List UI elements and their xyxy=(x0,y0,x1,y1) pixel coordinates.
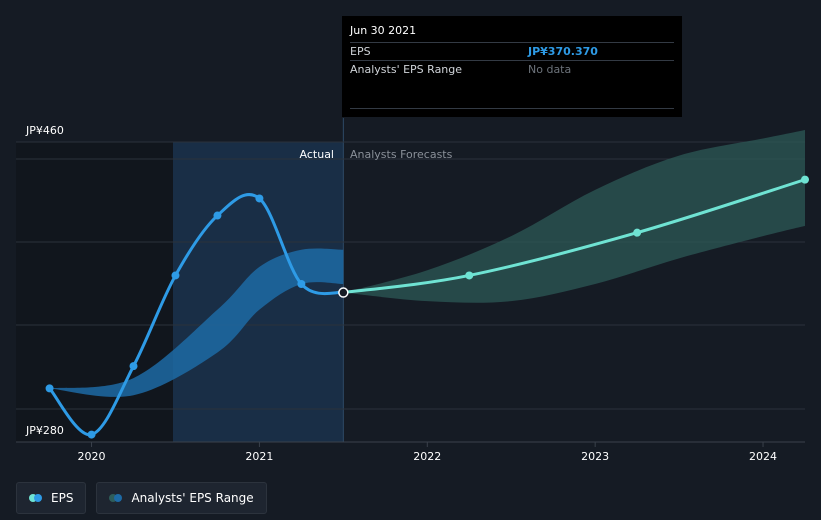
eps-line-actual xyxy=(48,193,344,437)
eps-point xyxy=(255,194,264,203)
eps-range-band-forecast xyxy=(343,130,805,303)
eps-tooltip: Jun 30 2021 EPS JP¥370.370 Analysts' EPS… xyxy=(342,16,682,117)
tooltip-range-row: Analysts' EPS Range No data xyxy=(350,60,674,78)
tooltip-eps-value: JP¥370.370 xyxy=(528,45,598,58)
x-tick-label: 2021 xyxy=(245,450,273,463)
chart-legend: EPS Analysts' EPS Range xyxy=(16,482,267,514)
eps-point xyxy=(213,211,222,220)
legend-eps-label: EPS xyxy=(51,491,74,505)
y-tick-label: JP¥280 xyxy=(25,424,64,437)
tooltip-eps-label: EPS xyxy=(350,45,371,58)
x-tick-label: 2020 xyxy=(78,450,106,463)
eps-point xyxy=(633,228,642,237)
eps-point xyxy=(87,430,96,439)
eps-point-highlight xyxy=(338,287,349,298)
legend-range-label: Analysts' EPS Range xyxy=(131,491,254,505)
eps-point xyxy=(465,271,474,280)
tooltip-eps-row: EPS JP¥370.370 xyxy=(350,42,674,60)
actual-label: Actual xyxy=(300,148,334,161)
past-shade xyxy=(16,142,173,442)
eps-point xyxy=(801,175,809,184)
legend-range-button[interactable]: Analysts' EPS Range xyxy=(96,482,267,514)
eps-point xyxy=(45,384,54,393)
x-tick-label: 2024 xyxy=(749,450,777,463)
tooltip-range-label: Analysts' EPS Range xyxy=(350,63,463,76)
eps-line-forecast xyxy=(343,178,806,295)
range-legend-icon xyxy=(109,493,123,503)
legend-eps-button[interactable]: EPS xyxy=(16,482,87,514)
y-tick-label: JP¥460 xyxy=(25,124,64,137)
eps-point xyxy=(297,280,306,288)
tooltip-range-value: No data xyxy=(528,63,572,76)
eps-legend-icon xyxy=(29,493,43,503)
eps-point xyxy=(129,362,138,371)
forecast-label: Analysts Forecasts xyxy=(350,148,453,161)
eps-range-band-actual xyxy=(49,248,344,397)
eps-point xyxy=(171,271,180,280)
tooltip-date: Jun 30 2021 xyxy=(350,24,417,37)
tooltip-divider xyxy=(350,108,674,109)
x-tick-label: 2022 xyxy=(413,450,441,463)
x-tick-label: 2023 xyxy=(581,450,609,463)
